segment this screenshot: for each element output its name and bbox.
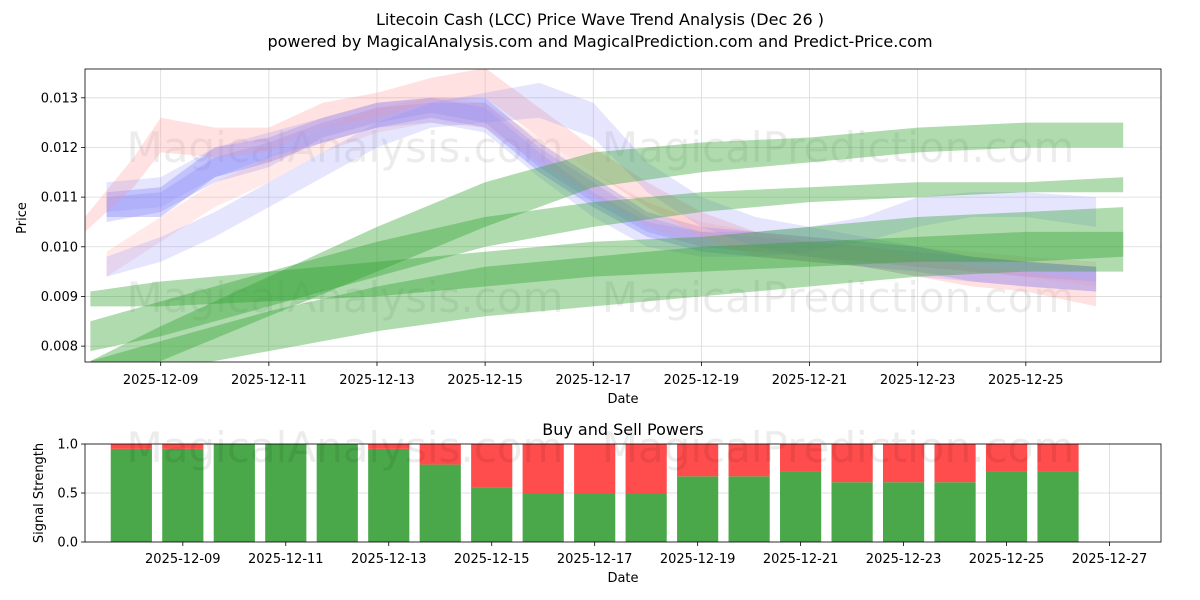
signal-watermark-prediction: MagicalPrediction.com: [602, 423, 1075, 472]
price-x-tick-label: 2025-12-21: [772, 373, 848, 388]
sell-bar: [728, 444, 770, 477]
price-wave-bands: [85, 69, 1124, 362]
green-band-3: [90, 122, 1124, 362]
sell-bar: [1037, 444, 1079, 472]
price-y-tick-label: 0.008: [41, 340, 78, 355]
chart-title: Litecoin Cash (LCC) Price Wave Trend Ana…: [376, 10, 824, 29]
sell-bar: [831, 444, 873, 483]
price-x-tick-label: 2025-12-11: [231, 373, 307, 388]
buy-bar: [1037, 471, 1079, 542]
buy-bar: [574, 493, 616, 542]
sell-bar: [162, 444, 204, 449]
sell-bar: [625, 444, 667, 493]
signal-y-tick-label: 1.0: [57, 438, 78, 453]
sell-bar: [574, 444, 616, 493]
price-grid: [85, 69, 1161, 362]
signal-x-tick-label: 2025-12-13: [351, 552, 427, 567]
price-y-tick-label: 0.012: [41, 141, 78, 156]
buy-bar: [368, 448, 410, 542]
red-band-2: [106, 97, 1097, 287]
signal-bars: [110, 444, 1079, 542]
buy-bar: [882, 482, 925, 542]
price-axes: 2025-12-09 2025-12-11 2025-12-13 2025-12-15…: [41, 91, 1064, 388]
price-y-tick-label: 0.013: [41, 91, 78, 106]
watermark-analysis-lower: MagicalAnalysis.com: [127, 273, 564, 322]
signal-x-tick-label: 2025-12-11: [248, 552, 324, 567]
signal-watermark-analysis: MagicalAnalysis.com: [127, 423, 564, 472]
chart-subtitle: powered by MagicalAnalysis.com and Magic…: [267, 32, 932, 51]
purple-band-1: [106, 97, 1097, 292]
sell-bar: [368, 444, 410, 449]
red-band-1: [85, 69, 1097, 307]
watermark-prediction: MagicalPrediction.com: [602, 123, 1075, 172]
sell-bar: [522, 444, 564, 493]
price-watermarks: MagicalAnalysis.com MagicalPrediction.co…: [127, 123, 1075, 322]
price-x-tick-label: 2025-12-09: [123, 373, 199, 388]
buy-bar: [728, 476, 770, 542]
sell-bar: [934, 444, 976, 483]
buy-bar: [831, 482, 873, 542]
buy-bar: [677, 476, 719, 542]
price-x-tick-label: 2025-12-23: [880, 373, 956, 388]
green-band-1: [90, 177, 1124, 352]
price-y-tick-label: 0.010: [41, 240, 78, 255]
signal-y-tick-label: 0.5: [57, 487, 78, 502]
price-x-tick-label: 2025-12-13: [339, 373, 415, 388]
sell-bar: [677, 444, 719, 477]
signal-axes: 2025-12-09 2025-12-11 2025-12-13 2025-12-15…: [57, 438, 1147, 568]
buy-bar: [110, 448, 152, 542]
buy-bar: [780, 471, 822, 542]
price-x-tick-label: 2025-12-17: [555, 373, 631, 388]
purple-band-2: [106, 102, 1097, 282]
price-x-tick-label: 2025-12-19: [664, 373, 740, 388]
buy-bar: [162, 448, 204, 542]
buy-bar: [265, 444, 307, 542]
sell-bar: [985, 444, 1028, 472]
signal-y-label: Signal Strength: [32, 443, 47, 543]
price-x-label: Date: [607, 392, 638, 407]
buy-bar: [316, 444, 358, 542]
sell-bar: [471, 444, 513, 488]
buy-bar: [213, 444, 255, 542]
sell-bar: [419, 444, 461, 465]
signal-chart-title: Buy and Sell Powers: [542, 420, 704, 439]
price-y-tick-label: 0.011: [41, 191, 78, 206]
signal-x-tick-label: 2025-12-19: [660, 552, 736, 567]
signal-x-tick-label: 2025-12-15: [454, 552, 530, 567]
signal-watermarks: MagicalAnalysis.com MagicalPrediction.co…: [127, 423, 1075, 472]
buy-bar: [471, 487, 513, 542]
price-y-label: Price: [15, 202, 30, 234]
signal-x-tick-label: 2025-12-17: [557, 552, 633, 567]
signal-x-tick-label: 2025-12-25: [969, 552, 1045, 567]
blue-band-1: [106, 82, 1097, 292]
signal-y-tick-label: 0.0: [57, 536, 78, 551]
watermark-prediction-lower: MagicalPrediction.com: [602, 273, 1075, 322]
signal-x-tick-label: 2025-12-21: [763, 552, 839, 567]
buy-bar: [522, 493, 564, 542]
sell-bar: [780, 444, 822, 472]
price-x-tick-label: 2025-12-25: [988, 373, 1064, 388]
green-band-2: [90, 207, 1124, 307]
sell-bar: [110, 444, 152, 449]
signal-x-tick-label: 2025-12-27: [1072, 552, 1148, 567]
price-x-tick-label: 2025-12-15: [447, 373, 523, 388]
green-band-4: [90, 231, 1124, 362]
buy-bar: [625, 493, 667, 542]
signal-x-label: Date: [607, 571, 638, 586]
buy-bar: [419, 464, 461, 542]
buy-bar: [985, 471, 1028, 542]
signal-x-tick-label: 2025-12-09: [145, 552, 221, 567]
sell-bar: [882, 444, 925, 483]
price-plot-frame: [84, 68, 1162, 363]
buy-bar: [934, 482, 976, 542]
price-y-tick-label: 0.009: [41, 290, 78, 305]
watermark-analysis: MagicalAnalysis.com: [127, 123, 564, 172]
signal-x-tick-label: 2025-12-23: [866, 552, 942, 567]
